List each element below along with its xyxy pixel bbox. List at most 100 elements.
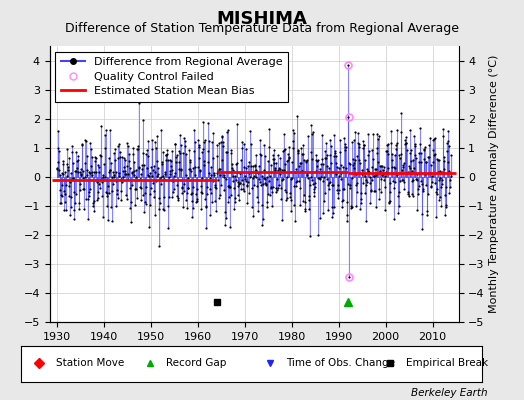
Point: [214, 177, 222, 184]
Point: [227, 165, 236, 171]
Point: [326, 160, 335, 166]
Point: [146, 191, 154, 198]
Point: [104, 190, 113, 196]
Point: [81, 174, 89, 180]
Point: [320, 198, 328, 204]
Point: [101, 145, 110, 151]
Point: [341, 147, 349, 154]
Point: [73, 165, 81, 172]
Point: [327, 142, 335, 149]
Point: [194, 155, 203, 161]
Point: [445, 168, 453, 174]
Point: [162, 151, 171, 157]
Point: [384, 151, 392, 157]
Point: [97, 179, 106, 186]
Point: [279, 176, 287, 182]
Point: [223, 148, 231, 155]
Point: [290, 201, 299, 208]
Point: [443, 148, 451, 154]
Point: [186, 157, 194, 164]
Point: [314, 175, 323, 181]
Point: [275, 165, 283, 172]
Point: [169, 176, 177, 183]
Point: [92, 177, 100, 183]
Point: [416, 125, 424, 132]
Point: [104, 183, 112, 189]
Point: [150, 188, 158, 194]
Point: [413, 207, 422, 214]
Point: [90, 168, 99, 175]
Point: [85, 192, 93, 199]
Point: [95, 163, 104, 170]
Point: [361, 173, 369, 180]
Point: [315, 214, 324, 221]
Point: [210, 170, 218, 177]
Point: [312, 157, 321, 164]
Point: [406, 150, 414, 156]
Point: [247, 163, 256, 170]
Point: [144, 172, 152, 178]
Point: [215, 166, 224, 172]
Point: [416, 141, 424, 148]
Point: [145, 173, 153, 180]
Point: [433, 168, 442, 175]
Point: [77, 165, 85, 172]
Point: [215, 166, 223, 173]
Point: [313, 174, 322, 181]
Point: [380, 207, 389, 214]
Point: [335, 186, 343, 193]
Point: [405, 163, 413, 170]
Point: [259, 167, 268, 173]
Point: [201, 204, 210, 210]
Point: [161, 171, 169, 177]
Point: [386, 189, 394, 196]
Point: [435, 157, 443, 164]
Point: [270, 160, 279, 166]
Point: [301, 206, 309, 212]
Point: [300, 157, 308, 163]
Point: [444, 138, 452, 144]
Point: [181, 138, 189, 144]
Point: [201, 196, 210, 202]
Point: [79, 168, 88, 174]
Point: [204, 138, 213, 144]
Point: [93, 197, 101, 203]
Point: [297, 160, 305, 166]
Point: [305, 193, 313, 200]
Point: [72, 149, 81, 156]
Point: [139, 117, 147, 123]
Point: [165, 174, 173, 180]
Point: [322, 154, 330, 161]
Point: [250, 162, 259, 168]
Point: [203, 158, 212, 165]
Point: [344, 114, 353, 120]
Point: [325, 186, 333, 192]
Point: [302, 158, 310, 165]
Point: [404, 189, 412, 195]
Point: [446, 173, 455, 180]
Point: [170, 185, 179, 192]
Point: [260, 174, 268, 181]
Point: [198, 190, 206, 197]
Point: [441, 202, 450, 208]
Point: [390, 215, 398, 222]
Point: [323, 176, 331, 182]
Point: [61, 199, 69, 205]
Point: [430, 152, 439, 158]
Point: [208, 190, 216, 196]
Point: [393, 126, 401, 133]
Point: [370, 188, 378, 194]
Point: [59, 171, 67, 177]
Point: [263, 199, 271, 205]
Point: [85, 186, 94, 192]
Point: [129, 145, 137, 151]
Point: [269, 152, 277, 159]
Point: [336, 136, 344, 143]
Point: [119, 164, 128, 170]
Point: [82, 196, 90, 202]
Point: [116, 149, 124, 156]
Point: [331, 160, 340, 166]
Point: [193, 196, 202, 202]
Point: [336, 162, 345, 168]
Point: [163, 147, 171, 153]
